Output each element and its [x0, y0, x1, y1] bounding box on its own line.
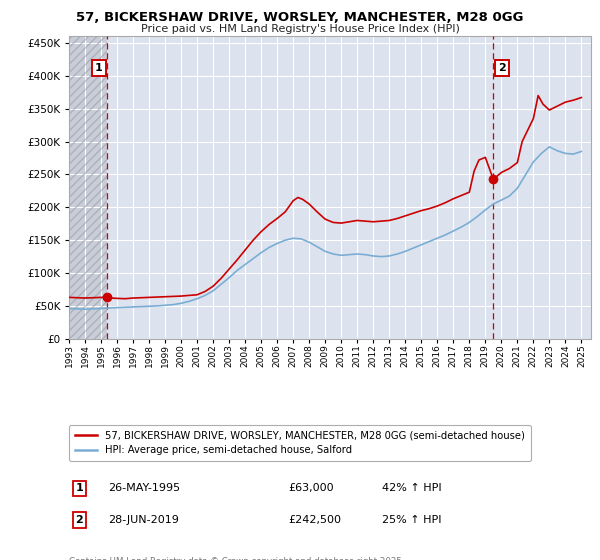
Text: Contains HM Land Registry data © Crown copyright and database right 2025.
This d: Contains HM Land Registry data © Crown c…	[69, 557, 404, 560]
Bar	[69, 36, 107, 339]
Text: 57, BICKERSHAW DRIVE, WORSLEY, MANCHESTER, M28 0GG: 57, BICKERSHAW DRIVE, WORSLEY, MANCHESTE…	[76, 11, 524, 24]
Text: 2: 2	[498, 63, 506, 73]
Text: 42% ↑ HPI: 42% ↑ HPI	[382, 483, 442, 493]
Text: 1: 1	[76, 483, 83, 493]
Text: 26-MAY-1995: 26-MAY-1995	[108, 483, 180, 493]
Text: 25% ↑ HPI: 25% ↑ HPI	[382, 515, 442, 525]
Text: 28-JUN-2019: 28-JUN-2019	[108, 515, 179, 525]
Text: Price paid vs. HM Land Registry's House Price Index (HPI): Price paid vs. HM Land Registry's House …	[140, 24, 460, 34]
Bar	[69, 36, 107, 339]
Text: 2: 2	[76, 515, 83, 525]
Text: £242,500: £242,500	[288, 515, 341, 525]
Text: 1: 1	[95, 63, 103, 73]
Legend: 57, BICKERSHAW DRIVE, WORSLEY, MANCHESTER, M28 0GG (semi-detached house), HPI: A: 57, BICKERSHAW DRIVE, WORSLEY, MANCHESTE…	[69, 425, 531, 461]
Text: £63,000: £63,000	[288, 483, 334, 493]
